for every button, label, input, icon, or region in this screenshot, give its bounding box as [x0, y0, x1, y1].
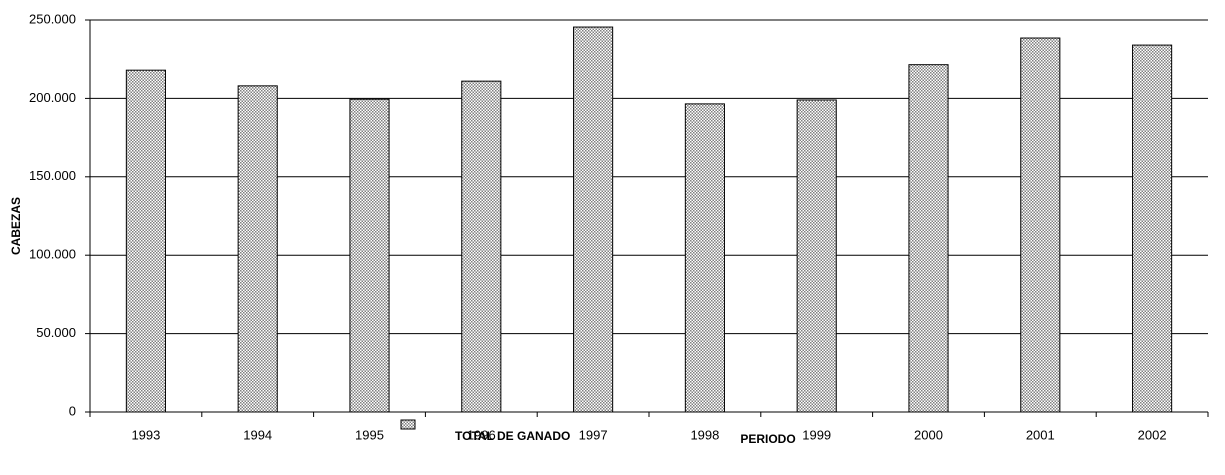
legend-label: TOTAL DE GANADO	[455, 429, 570, 443]
y-axis-label: CABEZAS	[9, 197, 23, 255]
bar	[684, 103, 725, 413]
bar	[1020, 37, 1061, 413]
x-axis-label: PERIODO	[740, 432, 795, 446]
bar	[237, 85, 278, 413]
bar	[349, 98, 390, 413]
x-tick-label: 1996	[467, 427, 496, 442]
bar	[573, 26, 614, 413]
y-tick-label: 0	[69, 403, 76, 418]
x-tick-label: 2002	[1138, 427, 1167, 442]
x-tick-label: 2001	[1026, 427, 1055, 442]
y-tick-label: 100.000	[29, 247, 76, 262]
bar	[796, 99, 837, 413]
bar	[908, 64, 949, 413]
x-tick-label: 1994	[243, 427, 272, 442]
x-tick-label: 1995	[355, 427, 384, 442]
y-tick-label: 50.000	[36, 325, 76, 340]
x-tick-label: 1997	[579, 427, 608, 442]
y-tick-label: 250.000	[29, 11, 76, 26]
legend-swatch	[400, 419, 416, 430]
bar	[461, 80, 502, 413]
x-tick-label: 1998	[690, 427, 719, 442]
x-tick-label: 2000	[914, 427, 943, 442]
bar	[1132, 44, 1173, 413]
y-tick-label: 200.000	[29, 90, 76, 105]
bar	[125, 69, 166, 413]
x-tick-label: 1993	[131, 427, 160, 442]
x-tick-label: 1999	[802, 427, 831, 442]
y-tick-label: 150.000	[29, 168, 76, 183]
